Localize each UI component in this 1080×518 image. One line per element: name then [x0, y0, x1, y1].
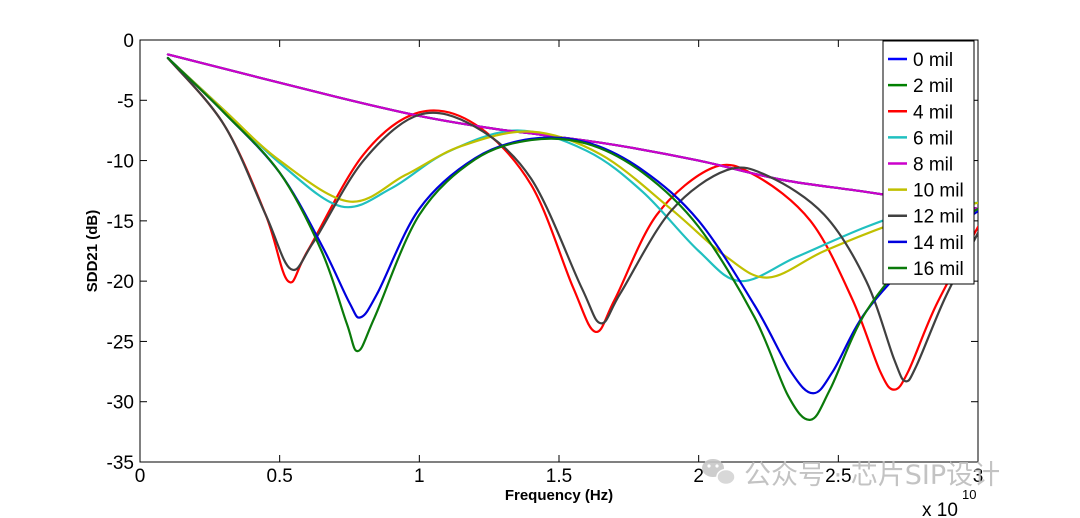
- legend-item: 8 mil: [888, 155, 953, 176]
- y-tick-label: -5: [117, 91, 134, 112]
- legend-item: 16 mil: [888, 259, 964, 280]
- legend-label: 12 mil: [913, 207, 964, 228]
- legend-item: 6 mil: [888, 128, 953, 149]
- wechat-icon: [702, 459, 736, 486]
- legend-item: 12 mil: [888, 207, 964, 228]
- y-tick-label: -10: [107, 152, 134, 173]
- x-tick-label: 2: [693, 466, 704, 487]
- y-tick-label: -20: [107, 272, 134, 293]
- series-line-10-mil: [166, 56, 978, 279]
- series-layer: [166, 53, 978, 421]
- x-tick-label: 0: [135, 466, 146, 487]
- y-tick-label: -25: [107, 332, 134, 353]
- legend-label: 16 mil: [913, 259, 964, 280]
- x-tick-label: 1.5: [546, 466, 572, 487]
- y-axis-label: SDD21 (dB): [84, 210, 101, 293]
- ticks-layer: 0 0.5 1 1.5 2 2.5 3 0 -5 -10 -15 -20 -25 -30 -35: [107, 31, 984, 487]
- legend-items: 0 mil 2 mil 4 mil 6 mil 8 mil 10 mil 12 mil 14 …: [888, 50, 964, 280]
- legend-label: 2 mil: [913, 76, 953, 97]
- x-exponent-base: x 10: [922, 500, 958, 518]
- plot-area: 0 0.5 1 1.5 2 2.5 3 0 -5 -10 -15 -20 -25 -30 -35: [107, 31, 984, 487]
- y-tick-label: -30: [107, 393, 134, 414]
- y-tick-label: 0: [123, 31, 134, 52]
- watermark-text: 公众号 · 芯片SIP设计: [744, 460, 1000, 491]
- x-tick-label: 3: [973, 466, 984, 487]
- watermark: 公众号 · 芯片SIP设计: [702, 459, 1000, 491]
- x-exponent-power: 10: [962, 487, 976, 502]
- legend-label: 4 mil: [913, 102, 953, 123]
- y-tick-label: -35: [107, 453, 134, 474]
- legend-label: 8 mil: [913, 155, 953, 176]
- x-tick-label: 2.5: [825, 466, 851, 487]
- series-line-6-mil: [166, 56, 978, 283]
- x-exponent-label: x 10 10: [922, 487, 976, 518]
- legend-item: 4 mil: [888, 102, 953, 123]
- legend-item: 10 mil: [888, 181, 964, 202]
- series-line-14-mil: [166, 56, 978, 395]
- x-axis-label: Frequency (Hz): [505, 487, 613, 504]
- series-line-16-mil: [166, 56, 978, 421]
- legend-item: 2 mil: [888, 76, 953, 97]
- x-tick-label: 1: [414, 466, 425, 487]
- legend-label: 0 mil: [913, 50, 953, 71]
- legend-item: 0 mil: [888, 50, 953, 71]
- legend-item: 14 mil: [888, 233, 964, 254]
- series-line-12-mil: [166, 56, 978, 383]
- legend-label: 6 mil: [913, 128, 953, 149]
- series-line-4-mil: [166, 56, 978, 391]
- x-tick-label: 0.5: [266, 466, 292, 487]
- legend-label: 14 mil: [913, 233, 964, 254]
- legend: 0 mil 2 mil 4 mil 6 mil 8 mil 10 mil 12 mil 14 …: [882, 40, 975, 285]
- legend-label: 10 mil: [913, 181, 964, 202]
- y-tick-label: -15: [107, 212, 134, 233]
